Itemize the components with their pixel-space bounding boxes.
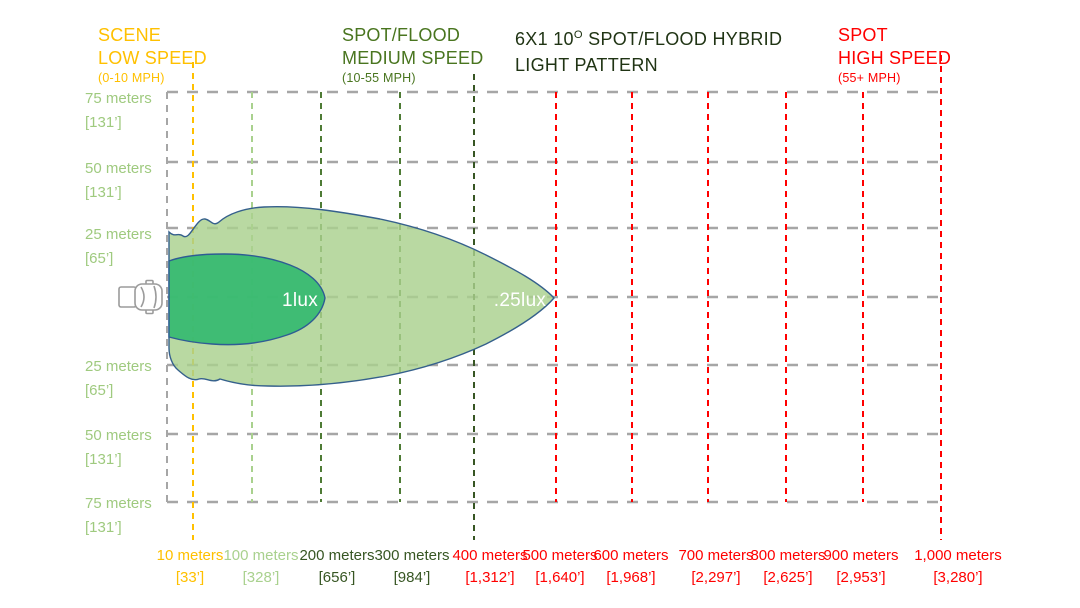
contour-label-flood-beam: .25lux (493, 290, 547, 311)
y-axis-label-bottom-5: 75 meters [131’] (85, 495, 152, 536)
x-axis-label-10m: 10 meters [33’] (156, 547, 224, 586)
zone-scene-sub: (0-10 MPH) (98, 71, 165, 85)
x-axis-label-500m: 500 meters [1,640’] (522, 547, 598, 586)
zone-scene-line2: LOW SPEED (98, 48, 207, 68)
x-axis-label-600m: 600 meters [1,968’] (593, 547, 669, 586)
chart-title-line2: LIGHT PATTERN (515, 55, 658, 75)
zone-high-line1: SPOT (838, 25, 888, 45)
y-axis-label-top-0: 75 meters [131’] (85, 90, 152, 131)
degree-superscript: O (573, 29, 583, 41)
zone-high-sub: (55+ MPH) (838, 71, 901, 85)
x-axis-label-300m: 300 meters [984’] (374, 547, 450, 586)
y-axis-label-top-2: 25 meters [65’] (85, 226, 152, 267)
x-axis-label-800m: 800 meters [2,625’] (750, 547, 826, 586)
zone-scene-line1: SCENE (98, 25, 162, 45)
zone-medium-sub: (10-55 MPH) (342, 71, 416, 85)
grid-lines (166, 55, 942, 540)
y-axis-label-bottom-3: 25 meters [65’] (85, 358, 152, 399)
x-axis-label-400m: 400 meters [1,312’] (452, 547, 528, 586)
x-axis-label-900m: 900 meters [2,953’] (823, 547, 899, 586)
zone-label-spot-high-speed: SPOT HIGH SPEED (55+ MPH) (838, 24, 951, 87)
x-axis-label-700m: 700 meters [2,297’] (678, 547, 754, 586)
chart-title-line1: 6X1 10O SPOT/FLOOD HYBRID (515, 29, 783, 49)
truck-icon (118, 279, 163, 315)
beam-shapes (168, 205, 555, 387)
zone-medium-line1: SPOT/FLOOD (342, 25, 461, 45)
zone-medium-line2: MEDIUM SPEED (342, 48, 484, 68)
y-axis-label-top-1: 50 meters [131’] (85, 160, 152, 201)
x-axis-label-1000m: 1,000 meters [3,280’] (914, 547, 1002, 586)
contour-label-spot-beam: 1lux (281, 290, 319, 311)
zone-label-spot-flood-medium-speed: SPOT/FLOOD MEDIUM SPEED (10-55 MPH) (342, 24, 483, 87)
x-axis-label-200m: 200 meters [656’] (299, 547, 375, 586)
zone-high-line2: HIGH SPEED (838, 48, 952, 68)
spot-beam-shape (168, 253, 326, 346)
y-axis-label-bottom-4: 50 meters [131’] (85, 427, 152, 468)
zone-label-scene-low-speed: SCENE LOW SPEED (0-10 MPH) (98, 24, 207, 87)
chart-title: 6X1 10O SPOT/FLOOD HYBRID LIGHT PATTERN (515, 22, 782, 78)
x-axis-label-100m: 100 meters [328’] (223, 547, 299, 586)
